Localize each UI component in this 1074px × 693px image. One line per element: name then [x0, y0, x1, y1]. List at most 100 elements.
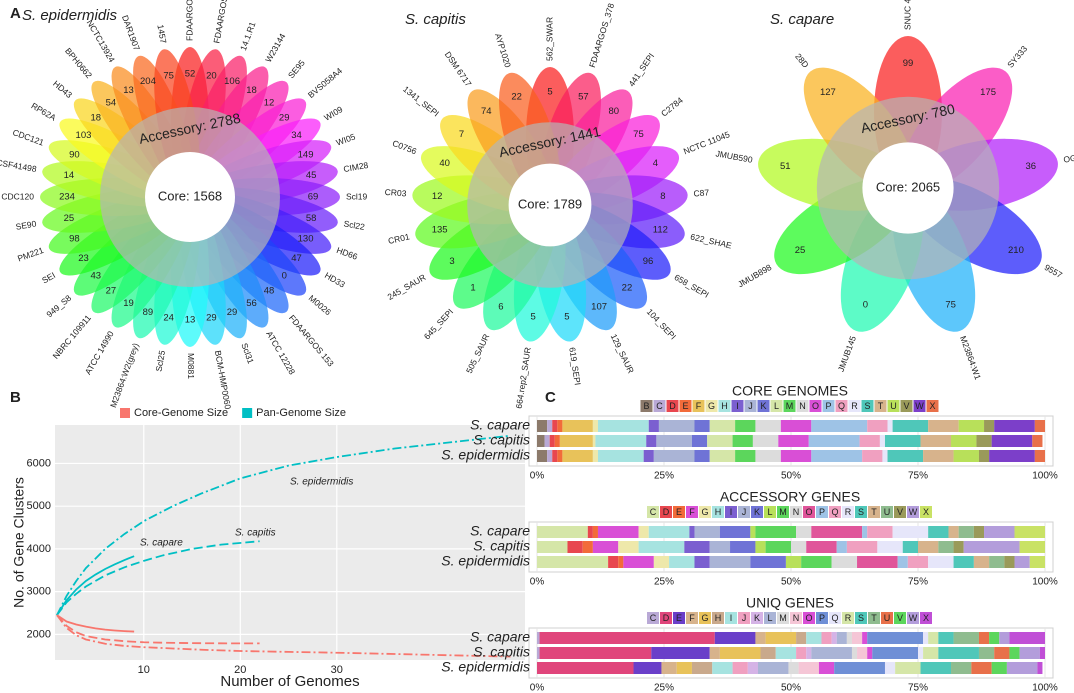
- bar-segment: [760, 647, 776, 659]
- bar-segment: [709, 450, 736, 462]
- legend-label: C: [656, 401, 663, 411]
- petal-label: 104_SEPI: [645, 307, 678, 342]
- bar-segment: [971, 662, 992, 674]
- bar-segment: [872, 647, 918, 659]
- legend-key: [816, 612, 828, 624]
- legend-key: [887, 400, 900, 412]
- legend-label: T: [871, 507, 877, 517]
- bar-segment: [597, 450, 644, 462]
- bar-segment: [780, 420, 812, 432]
- petal-label: C2784: [659, 95, 685, 119]
- petal-label: JMUB145: [836, 334, 858, 373]
- bar-segment: [923, 450, 954, 462]
- bar-segment: [592, 526, 598, 538]
- bar-segment: [923, 632, 929, 644]
- legend-key: [712, 506, 724, 518]
- petal-label: BPH0662: [63, 46, 94, 81]
- petal-label: CR03: [384, 187, 407, 199]
- legend-label: J: [742, 507, 747, 517]
- petal-value: 48: [264, 286, 275, 297]
- bar-segment: [537, 526, 588, 538]
- petal-value: 29: [279, 112, 290, 123]
- petal-value: 58: [306, 213, 317, 224]
- bar-segment: [796, 526, 812, 538]
- bar-segment: [831, 632, 837, 644]
- bar-segment: [757, 662, 789, 674]
- bar-segment: [765, 632, 797, 644]
- legend-label: C: [650, 507, 657, 517]
- bar-segment: [694, 526, 720, 538]
- legend-key: [242, 408, 253, 418]
- petal-value: 107: [591, 301, 607, 312]
- bar-segment: [920, 662, 952, 674]
- bar-segment: [691, 662, 713, 674]
- petal-value: 0: [863, 300, 868, 311]
- category-label: S. capare: [470, 417, 530, 433]
- petal-label: CR01: [387, 231, 411, 246]
- bar-segment: [537, 662, 634, 674]
- petal-value: 12: [264, 97, 275, 108]
- legend-key: [770, 400, 783, 412]
- legend-label: K: [760, 401, 766, 411]
- legend-label: Q: [831, 507, 838, 517]
- bar-segment: [775, 647, 797, 659]
- bar-segment: [902, 541, 918, 553]
- legend-label: E: [682, 401, 688, 411]
- bar-segment: [963, 541, 1020, 553]
- legend-label: O: [805, 507, 812, 517]
- petal-value: 14: [64, 170, 75, 181]
- petal-value: 69: [308, 192, 319, 203]
- petal-label: HD66: [335, 245, 359, 262]
- petal-label: DSM 6717: [443, 50, 474, 89]
- bar-segment: [562, 420, 593, 432]
- bar-segment: [537, 420, 548, 432]
- y-tick-label: 3000: [27, 586, 51, 598]
- legend-label: M: [779, 613, 787, 623]
- bar-segment: [735, 450, 756, 462]
- annotation: S. capitis: [235, 528, 276, 539]
- x-tick-label: 75%: [908, 577, 928, 588]
- core-circle: [145, 152, 235, 242]
- petal-value: 6: [498, 301, 503, 312]
- petal-value: 4: [653, 158, 658, 169]
- legend-label: U: [884, 613, 891, 623]
- petal-label: NBRC 109911: [50, 313, 93, 361]
- bar-segment: [806, 541, 837, 553]
- bar-segment: [846, 541, 878, 553]
- bar-segment: [938, 632, 954, 644]
- petal-label: M23864:W1: [958, 335, 983, 382]
- petal-value: 175: [980, 87, 996, 98]
- x-tick-label: 75%: [908, 683, 928, 693]
- bar-segment: [892, 526, 929, 538]
- petal-label: 245_SAUR: [386, 272, 428, 302]
- bar-segment: [811, 647, 852, 659]
- bar-segment: [951, 435, 977, 447]
- petal-value: 89: [143, 307, 154, 318]
- petal-value: 56: [246, 298, 257, 309]
- bar-segment: [978, 632, 990, 644]
- bar-segment: [719, 647, 761, 659]
- legend-key: [842, 506, 854, 518]
- legend-label: J: [748, 401, 753, 411]
- bar-segment: [928, 526, 949, 538]
- bar-segment: [735, 420, 756, 432]
- bar-segment: [597, 420, 649, 432]
- legend-label: H: [715, 613, 722, 623]
- y-tick-label: 6000: [27, 457, 51, 469]
- legend-label: N: [793, 613, 800, 623]
- bar-segment: [879, 435, 885, 447]
- x-tick-label: 50%: [781, 577, 801, 588]
- petal-value: 18: [90, 112, 101, 123]
- petal-label: M0026: [307, 293, 334, 318]
- bar-segment: [712, 662, 733, 674]
- bar-segment: [862, 526, 868, 538]
- bar-segment: [991, 662, 1007, 674]
- legend-label: G: [701, 507, 708, 517]
- petal-value: 5: [530, 311, 535, 322]
- chart-title: CORE GENOMES: [732, 383, 848, 399]
- bar-segment: [895, 662, 921, 674]
- petal-label: SEI: [40, 270, 57, 286]
- petal-label: 658_SEPI: [673, 272, 711, 300]
- petal-label: CSF41498: [0, 157, 38, 174]
- petal-value: 234: [59, 192, 75, 203]
